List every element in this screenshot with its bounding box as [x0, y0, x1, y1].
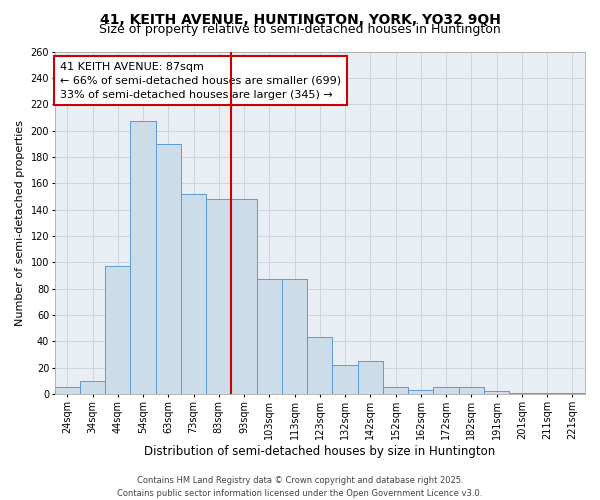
Y-axis label: Number of semi-detached properties: Number of semi-detached properties — [15, 120, 25, 326]
Bar — [232, 199, 257, 394]
Bar — [307, 338, 332, 394]
Bar — [535, 392, 560, 394]
Bar — [80, 381, 105, 394]
Bar — [560, 392, 585, 394]
Bar — [484, 392, 509, 394]
Bar — [332, 365, 358, 394]
Bar — [383, 388, 408, 394]
Bar — [181, 194, 206, 394]
Bar — [282, 280, 307, 394]
Bar — [257, 280, 282, 394]
Text: Contains HM Land Registry data © Crown copyright and database right 2025.
Contai: Contains HM Land Registry data © Crown c… — [118, 476, 482, 498]
Text: Size of property relative to semi-detached houses in Huntington: Size of property relative to semi-detach… — [99, 22, 501, 36]
Bar — [433, 388, 459, 394]
Bar — [459, 388, 484, 394]
X-axis label: Distribution of semi-detached houses by size in Huntington: Distribution of semi-detached houses by … — [144, 444, 496, 458]
Text: 41 KEITH AVENUE: 87sqm
← 66% of semi-detached houses are smaller (699)
33% of se: 41 KEITH AVENUE: 87sqm ← 66% of semi-det… — [60, 62, 341, 100]
Bar — [55, 388, 80, 394]
Bar — [408, 390, 433, 394]
Bar — [156, 144, 181, 394]
Bar — [130, 122, 156, 394]
Bar — [206, 199, 232, 394]
Text: 41, KEITH AVENUE, HUNTINGTON, YORK, YO32 9QH: 41, KEITH AVENUE, HUNTINGTON, YORK, YO32… — [100, 12, 500, 26]
Bar — [105, 266, 130, 394]
Bar — [358, 361, 383, 394]
Bar — [509, 392, 535, 394]
